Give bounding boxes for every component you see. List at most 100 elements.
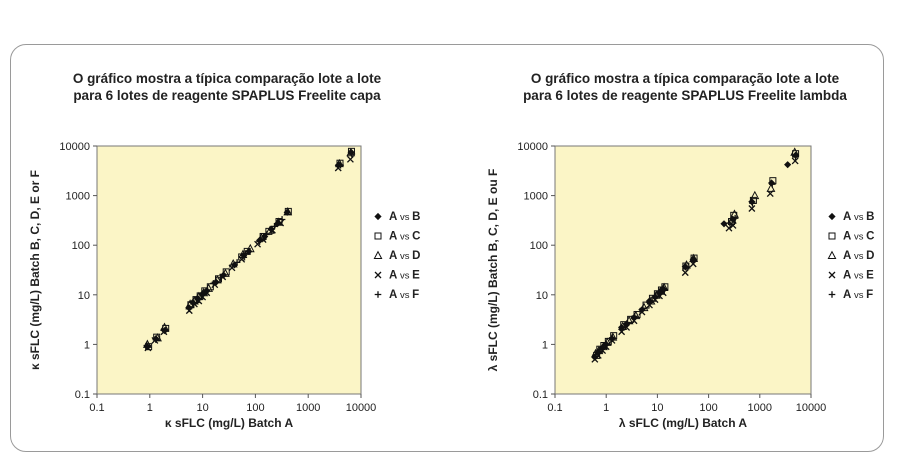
data-point xyxy=(682,263,690,271)
data-point xyxy=(591,353,599,361)
legend-label: A vs D xyxy=(389,250,420,262)
data-point xyxy=(238,255,246,263)
chart-title-line-2: para 6 lotes de reagente SPAPLUS Freelit… xyxy=(523,88,847,103)
data-point xyxy=(659,289,667,297)
data-point xyxy=(162,326,169,334)
x-tick-label: 0.1 xyxy=(547,402,562,414)
data-point xyxy=(828,232,836,240)
data-point xyxy=(618,326,626,333)
data-point xyxy=(730,209,739,218)
lambda-chart: 0.1 1 10 100 1000 10000 0.1 1 10 100 1000 10000 λ sF… xyxy=(486,141,874,430)
data-point xyxy=(656,288,664,296)
x-tick-label: 1 xyxy=(603,402,609,414)
data-point xyxy=(374,271,382,279)
x-tick-label: 100 xyxy=(246,402,264,414)
legend-label: A vs E xyxy=(389,270,420,282)
y-tick-label: 10 xyxy=(536,290,548,302)
chart-title-line-1: O gráfico mostra a típica comparação lot… xyxy=(72,71,382,86)
data-point xyxy=(646,299,654,306)
legend-label: A vs B xyxy=(389,211,420,223)
x-tick-label: 100 xyxy=(699,402,717,414)
data-point xyxy=(374,212,382,221)
data-point xyxy=(827,250,837,259)
data-point xyxy=(624,319,631,327)
data-point xyxy=(222,268,230,276)
y-tick-label: 100 xyxy=(72,240,90,252)
data-point xyxy=(681,269,689,277)
y-axis-label: λ sFLC (mg/L) Batch B, C, D, E ou F xyxy=(486,169,500,372)
x-tick-label: 1000 xyxy=(296,402,320,414)
data-point xyxy=(190,299,198,307)
data-point xyxy=(283,206,293,216)
data-point xyxy=(194,296,202,303)
data-point xyxy=(749,199,756,207)
data-point xyxy=(660,285,667,292)
data-point xyxy=(233,259,241,266)
legend: A vs B A vs C A vs D A vs E A vs F xyxy=(827,211,874,301)
chart-title-line-2: para 6 lotes de reagente SPAPLUS Freelit… xyxy=(73,88,381,103)
x-tick-label: 10000 xyxy=(796,402,827,414)
data-point xyxy=(262,231,270,238)
data-point xyxy=(595,348,603,355)
data-point xyxy=(151,337,159,344)
y-tick-label: 1000 xyxy=(524,191,548,203)
data-point xyxy=(337,161,344,169)
data-point xyxy=(690,256,697,264)
data-point xyxy=(217,274,224,282)
data-point xyxy=(256,238,263,245)
data-point xyxy=(790,147,800,156)
data-point xyxy=(620,321,628,329)
x-axis-label: κ sFLC (mg/L) Batch A xyxy=(165,416,294,430)
legend: A vs B A vs C A vs D A vs E A vs F xyxy=(373,211,420,301)
data-point xyxy=(638,308,646,316)
data-point xyxy=(373,250,383,259)
data-point xyxy=(278,216,286,223)
legend-label: A vs C xyxy=(389,231,420,243)
series-plus xyxy=(592,153,799,358)
x-tick-label: 10 xyxy=(196,402,208,414)
y-tick-label: 0.1 xyxy=(75,389,90,401)
x-tick-label: 10 xyxy=(651,402,663,414)
data-point xyxy=(791,157,799,165)
y-tick-label: 1 xyxy=(84,339,90,351)
y-tick-label: 10000 xyxy=(517,141,548,153)
data-point xyxy=(271,223,278,230)
x-tick-label: 1000 xyxy=(748,402,772,414)
series-x xyxy=(591,157,799,363)
data-point xyxy=(828,291,836,298)
data-point xyxy=(731,214,739,222)
legend-label: A vs F xyxy=(843,289,873,301)
x-tick-label: 0.1 xyxy=(89,402,104,414)
data-point xyxy=(639,305,647,312)
legend-label: A vs C xyxy=(843,231,874,243)
legend-label: A vs D xyxy=(843,250,874,262)
y-tick-label: 1 xyxy=(542,339,548,351)
legend-label: A vs B xyxy=(843,211,874,223)
data-point xyxy=(828,271,836,279)
data-point xyxy=(346,147,356,157)
data-point xyxy=(220,268,230,277)
data-point xyxy=(185,305,193,313)
y-tick-label: 10 xyxy=(78,290,90,302)
data-point xyxy=(766,190,774,198)
data-point xyxy=(374,232,382,240)
data-point xyxy=(766,183,776,192)
x-tick-label: 10000 xyxy=(346,402,377,414)
data-point xyxy=(210,280,217,287)
y-tick-label: 10000 xyxy=(59,141,90,153)
data-point xyxy=(661,283,669,291)
data-point xyxy=(750,190,760,200)
data-point xyxy=(592,351,600,358)
y-tick-label: 1000 xyxy=(66,191,90,203)
data-point xyxy=(630,317,638,325)
data-point xyxy=(202,288,210,296)
data-point xyxy=(190,300,198,308)
chart-title-lambda: O gráfico mostra a típica comparação lot… xyxy=(495,70,875,104)
chart-title-kappa: O gráfico mostra a típica comparação lot… xyxy=(37,70,417,104)
data-point xyxy=(768,180,776,188)
data-point xyxy=(792,153,799,161)
data-point xyxy=(152,336,160,343)
legend-label: A vs F xyxy=(389,289,419,301)
x-axis-label: λ sFLC (mg/L) Batch A xyxy=(619,416,748,430)
